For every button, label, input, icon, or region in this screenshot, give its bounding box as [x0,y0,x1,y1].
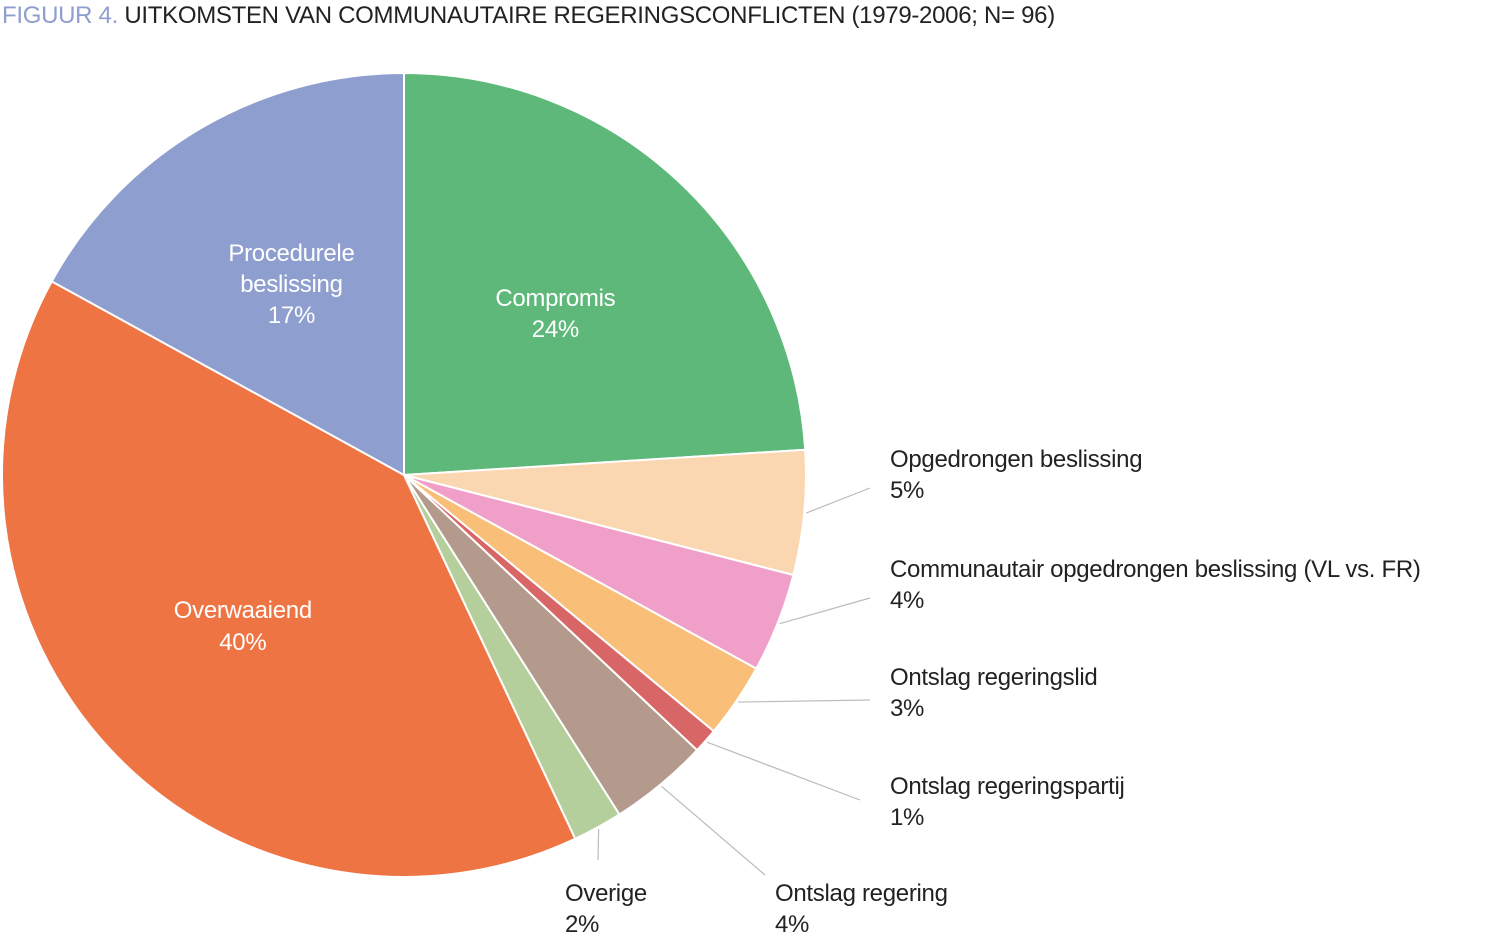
category-label: Ontslag regering [775,880,948,907]
value-label: 17% [267,302,315,330]
leader-line [597,829,600,861]
figure-label: FIGUUR 4. [2,2,118,29]
value-label: 5% [890,477,925,505]
slice-label: Overige 2% [565,878,647,940]
leader-line [706,741,861,801]
category-label: Ontslag regeringspartij [890,773,1125,800]
value-label: 4% [890,587,925,615]
title-text: UITKOMSTEN VAN COMMUNAUTAIRE REGERINGSCO… [124,2,1055,29]
leader-line [661,785,766,876]
leader-line [805,487,871,514]
slice-label: Ontslag regeringslid 3% [890,662,1098,724]
category-label: Overwaaiend [173,597,312,625]
slice-label: Ontslag regering 4% [775,878,948,940]
slice-label: Communautair opgedrongen beslissing (VL … [890,554,1421,616]
value-label: 4% [775,911,810,939]
slice-label: Procedurele beslissing 17% [206,238,376,332]
category-label: Overige [565,880,647,907]
value-label: 2% [565,911,600,939]
value-label: 24% [531,315,579,343]
value-label: 40% [219,628,267,656]
pie-slice [1,279,577,878]
value-label: 1% [890,804,925,832]
category-label: Compromis [495,284,616,312]
category-label: Communautair opgedrongen beslissing (VL … [890,556,1421,583]
value-label: 3% [890,695,925,723]
category-label: Opgedrongen beslissing [890,446,1143,473]
chart-title: FIGUUR 4. UITKOMSTEN VAN COMMUNAUTAIRE R… [2,2,1055,30]
category-label: Ontslag regeringslid [890,664,1098,691]
pie-slice [403,71,807,477]
leader-line [779,597,871,625]
leader-line [738,699,871,703]
category-label: Procedurele beslissing [228,239,355,299]
slice-label: Compromis 24% [470,283,640,345]
pie-slice [50,71,405,477]
slice-label: Ontslag regeringspartij 1% [890,771,1125,833]
slice-label: Opgedrongen beslissing 5% [890,444,1143,506]
slice-label: Overwaaiend 40% [158,595,328,657]
